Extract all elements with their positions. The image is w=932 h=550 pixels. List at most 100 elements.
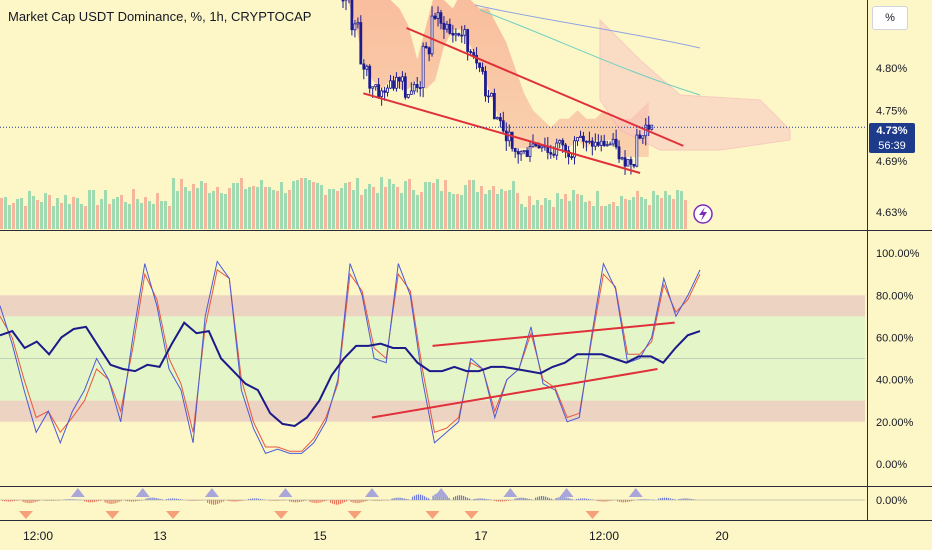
macd-histogram-bar: [453, 497, 455, 500]
volume-bar: [20, 198, 23, 229]
macd-histogram-bar: [22, 500, 24, 502]
candle-body: [540, 145, 544, 149]
macd-histogram-bar: [192, 500, 194, 501]
unit-toggle-button[interactable]: %: [872, 6, 908, 30]
macd-histogram-bar: [180, 499, 182, 500]
macd-histogram-bar: [344, 500, 346, 503]
macd-histogram-bar: [235, 500, 237, 502]
volume-bar: [476, 192, 479, 229]
ichimoku-cloud: [599, 18, 791, 151]
macd-histogram-bar: [658, 498, 660, 500]
macd-histogram-bar: [641, 499, 643, 500]
macd-histogram-bar: [16, 500, 18, 501]
volume-bar: [72, 197, 75, 229]
macd-histogram-bar: [155, 497, 157, 500]
macd-histogram-bar: [4, 500, 6, 502]
candle-body: [531, 143, 535, 148]
signal-up-marker: [434, 488, 449, 497]
macd-histogram-bar: [34, 500, 36, 503]
candle-body: [398, 76, 401, 82]
macd-histogram-bar: [342, 500, 344, 504]
oversold-band: [0, 400, 865, 422]
volume-bar: [480, 186, 483, 229]
macd-histogram-bar: [96, 500, 98, 502]
macd-histogram-bar: [196, 500, 198, 501]
candle-body: [421, 45, 425, 88]
macd-histogram-bar: [301, 500, 303, 502]
macd-histogram-bar: [426, 497, 428, 500]
volume-bar: [228, 188, 231, 229]
volume-bar: [668, 195, 671, 229]
volume-bar: [592, 206, 595, 229]
volume-bar: [532, 205, 535, 229]
macd-histogram-bar: [561, 496, 563, 500]
volume-bar: [348, 182, 351, 229]
macd-histogram-bar: [666, 497, 668, 500]
volume-bar: [684, 200, 687, 229]
signal-down-marker: [347, 511, 362, 519]
macd-histogram-bar: [633, 500, 635, 501]
macd-histogram-bar: [674, 499, 676, 500]
candle-body: [585, 140, 588, 143]
volume-bar: [564, 194, 567, 229]
candle-body: [436, 12, 440, 19]
macd-histogram-bar: [90, 500, 92, 503]
volume-bar: [140, 203, 143, 229]
macd-histogram-bar: [161, 499, 163, 500]
macd-histogram-bar: [219, 500, 221, 504]
macd-histogram-bar: [168, 498, 170, 500]
macd-histogram-bar: [8, 500, 10, 502]
volume-bar: [500, 189, 503, 229]
volume-bar: [472, 180, 475, 229]
volume-bar: [380, 177, 383, 229]
macd-histogram-bar: [559, 497, 561, 500]
macd-histogram-bar: [610, 500, 612, 501]
macd-histogram-bar: [250, 498, 252, 500]
macd-histogram-bar: [2, 500, 4, 501]
macd-histogram-bar: [596, 500, 598, 501]
volume-bar: [648, 205, 651, 229]
volume-bar: [408, 179, 411, 229]
volume-bar: [68, 204, 71, 229]
candle-body: [466, 29, 470, 52]
candle-body: [451, 32, 455, 36]
candle-body: [638, 134, 642, 139]
macd-histogram-bar: [551, 498, 553, 500]
macd-histogram-bar: [496, 500, 498, 502]
candle-body: [371, 86, 375, 89]
volume-bar: [116, 197, 119, 229]
volume-bar: [460, 195, 463, 229]
macd-histogram-bar: [303, 500, 305, 502]
macd-histogram-bar: [260, 498, 262, 500]
macd-histogram-bar: [30, 500, 32, 504]
macd-histogram-bar: [69, 499, 71, 500]
macd-histogram-bar: [190, 500, 192, 501]
candle-body: [359, 22, 363, 65]
macd-histogram-bar: [381, 500, 383, 501]
macd-histogram-bar: [86, 500, 88, 502]
macd-histogram-bar: [598, 500, 600, 502]
candle-body: [386, 87, 389, 93]
volume-bar: [244, 189, 247, 229]
candle-body: [549, 152, 553, 155]
volume-bar: [600, 206, 603, 229]
macd-histogram-bar: [270, 500, 272, 501]
volume-bar: [556, 193, 559, 229]
macd-histogram-bar: [600, 500, 602, 502]
volume-bar: [372, 187, 375, 229]
volume-bar: [624, 199, 627, 229]
macd-histogram-bar: [241, 500, 243, 501]
macd-histogram-bar: [139, 500, 141, 501]
volume-bar: [40, 202, 43, 229]
macd-histogram-bar: [504, 500, 506, 502]
macd-histogram-bar: [45, 500, 47, 501]
candle-body: [365, 65, 369, 70]
volume-bar: [220, 193, 223, 229]
macd-histogram-bar: [112, 500, 114, 504]
macd-histogram-bar: [289, 500, 291, 502]
volume-bar: [328, 189, 331, 229]
macd-histogram-bar: [588, 498, 590, 500]
macd-histogram-bar: [229, 500, 231, 502]
